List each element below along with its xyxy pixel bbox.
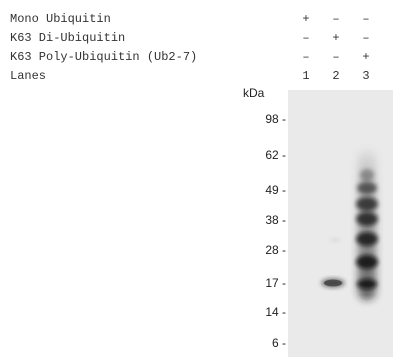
cell-mono-lane-2: – [332, 12, 340, 26]
marker-38: 38 - [265, 213, 286, 227]
lane-number-3: 3 [362, 69, 370, 83]
row-label: Mono Ubiquitin [10, 12, 111, 26]
lane-2-band-core [324, 279, 342, 287]
lane-3-band-17 [357, 279, 377, 289]
lane-3-band-42 [356, 197, 378, 211]
film-highlight [288, 90, 393, 357]
cell-mono-lane-3: – [362, 12, 370, 26]
blot-film [288, 90, 393, 357]
legend-row-k63-di-ubiquitin: K63 Di-Ubiquitin [10, 31, 125, 45]
lane-3-band-49 [357, 182, 377, 194]
cell-poly-lane-2: – [332, 50, 340, 64]
kda-unit-label: kDa [243, 86, 265, 100]
lane-3-band-38 [356, 212, 378, 226]
lane-3-band-high [360, 169, 374, 181]
lane-number-1: 1 [302, 69, 310, 83]
row-label: K63 Poly-Ubiquitin (Ub2-7) [10, 50, 198, 64]
marker-98: 98 - [265, 112, 286, 126]
marker-6: 6 - [271, 336, 286, 350]
lane-3-band-22 [356, 255, 378, 269]
cell-di-lane-1: – [302, 31, 310, 45]
legend-row-lanes: Lanes [10, 69, 46, 83]
marker-62: 62 - [265, 148, 286, 162]
faint-artifact [329, 238, 341, 242]
marker-14: 14 - [265, 305, 286, 319]
marker-17: 17 - [265, 276, 286, 290]
cell-poly-lane-1: – [302, 50, 310, 64]
legend-row-k63-poly-ubiquitin: K63 Poly-Ubiquitin (Ub2-7) [10, 50, 197, 64]
lane-number-2: 2 [332, 69, 340, 83]
cell-poly-lane-3: + [362, 50, 370, 64]
blot-image [288, 90, 393, 357]
lane-3-band-30 [356, 232, 378, 246]
row-label: Lanes [10, 69, 47, 83]
legend-row-mono-ubiquitin: Mono Ubiquitin [10, 12, 111, 26]
marker-28: 28 - [265, 243, 286, 257]
row-label: K63 Di-Ubiquitin [10, 31, 126, 45]
marker-49: 49 - [265, 183, 286, 197]
cell-di-lane-2: + [332, 31, 340, 45]
cell-mono-lane-1: + [302, 12, 310, 26]
cell-di-lane-3: – [362, 31, 370, 45]
